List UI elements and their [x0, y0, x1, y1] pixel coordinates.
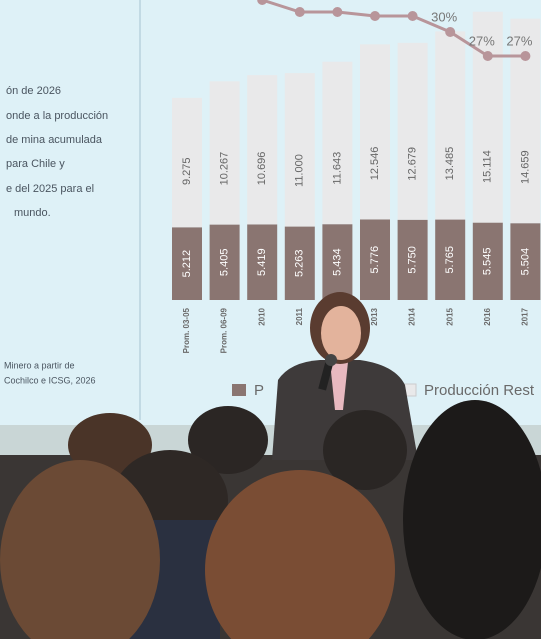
value-label: 11.000	[294, 154, 306, 187]
x-tick-label: Prom. 03-05	[182, 307, 191, 353]
value-label: 5.504	[519, 248, 531, 276]
value-label: 5.765	[444, 246, 456, 274]
x-tick-label: 2013	[370, 307, 379, 325]
line-point	[408, 11, 418, 21]
x-tick-label: Prom. 06-09	[220, 307, 229, 353]
bar-segment	[285, 73, 315, 226]
bar-segment	[398, 43, 428, 220]
legend-label: Producción Rest	[424, 382, 535, 399]
value-label: 11.643	[331, 152, 343, 185]
value-label: 5.545	[482, 248, 494, 276]
source-line: Minero a partir de	[4, 360, 75, 370]
line-point	[332, 7, 342, 17]
value-label: 5.419	[256, 248, 268, 276]
bar-segment	[435, 31, 465, 219]
line-point	[295, 7, 305, 17]
slide-line: mundo.	[14, 207, 51, 219]
x-tick-label: 2010	[257, 307, 266, 325]
bar-segment	[322, 62, 352, 224]
line-point	[445, 27, 455, 37]
slide-line: onde a la producción	[6, 110, 108, 122]
x-tick-label: 2017	[521, 307, 530, 325]
value-label: 14.659	[519, 150, 531, 184]
legend-label: P	[254, 382, 264, 399]
value-label: 9.275	[181, 158, 193, 186]
line-label: 27%	[469, 33, 495, 48]
slide-line: para Chile y	[6, 158, 65, 170]
slide-line: e del 2025 para el	[6, 183, 94, 195]
value-label: 15.114	[482, 150, 494, 183]
photo: ón de 2026 onde a la producción de mina …	[0, 0, 541, 639]
x-tick-label: 2016	[483, 307, 492, 325]
bar-segment	[360, 44, 390, 219]
value-label: 5.750	[407, 246, 419, 274]
value-label: 5.405	[219, 249, 231, 277]
line-point	[520, 51, 530, 61]
value-label: 5.434	[331, 248, 343, 276]
source-line: Cochilco e ICSG, 2026	[4, 375, 96, 385]
value-label: 5.776	[369, 246, 381, 274]
slide-line: ón de 2026	[6, 85, 61, 97]
value-label: 5.212	[181, 250, 193, 278]
x-tick-label: 2015	[445, 307, 454, 325]
audience-head	[403, 400, 541, 639]
legend-swatch	[232, 384, 246, 396]
x-tick-label: 2011	[295, 307, 304, 325]
value-label: 5.263	[294, 250, 306, 278]
bar-segment	[247, 75, 277, 224]
line-point	[370, 11, 380, 21]
line-point	[483, 51, 493, 61]
value-label: 13.485	[444, 147, 456, 181]
bar-segment	[510, 19, 540, 224]
value-label: 10.267	[219, 152, 231, 186]
value-label: 12.679	[407, 147, 419, 181]
line-label: 27%	[506, 33, 532, 48]
speaker-face	[321, 306, 361, 360]
value-label: 10.696	[256, 152, 268, 186]
x-tick-label: 2014	[408, 307, 417, 325]
value-label: 12.546	[369, 147, 381, 181]
line-label: 30%	[431, 9, 457, 24]
slide-line: de mina acumulada	[6, 134, 103, 146]
microphone-head	[325, 354, 337, 366]
